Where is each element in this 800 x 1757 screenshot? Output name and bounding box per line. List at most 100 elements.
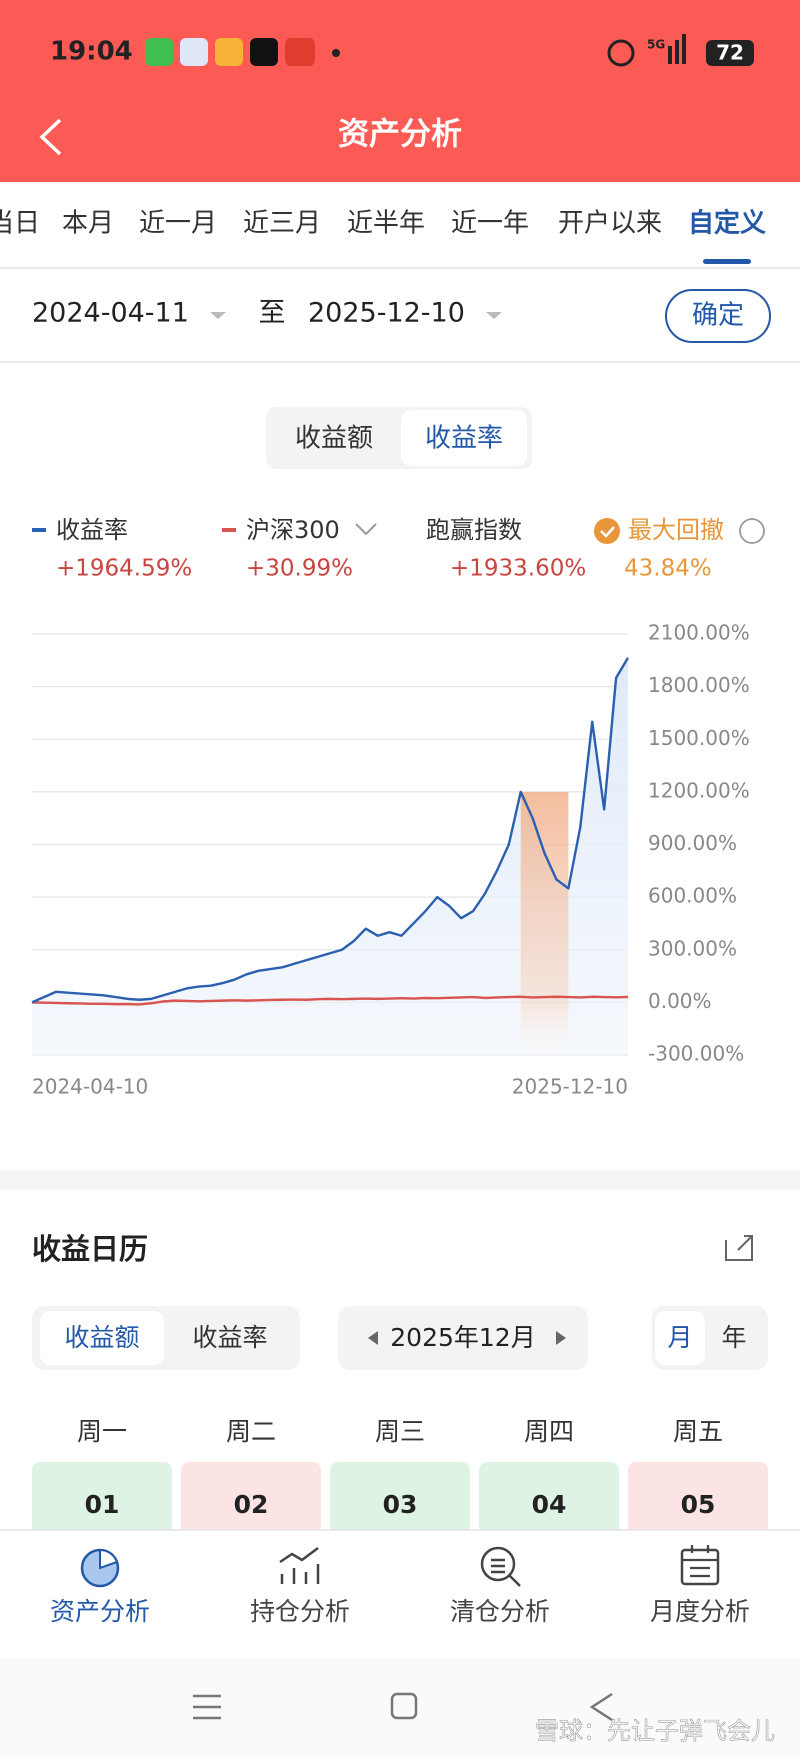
period-toggle: 月年 xyxy=(655,1311,747,1365)
day-label: 03 xyxy=(383,1490,418,1519)
legend-name: 最大回撤 xyxy=(628,516,724,544)
toggle-option[interactable]: 月 xyxy=(667,1323,692,1352)
nav-label[interactable]: 资产分析 xyxy=(50,1597,150,1626)
tab[interactable]: 近一年 xyxy=(451,209,529,239)
nav-icon[interactable] xyxy=(680,1545,720,1586)
y-tick-label: 1800.00% xyxy=(648,673,750,697)
watermark: 雪球：先让子弹飞会儿 xyxy=(535,1717,775,1745)
prev-month[interactable] xyxy=(368,1331,378,1345)
legend-value: +1964.59% xyxy=(56,556,192,582)
nav-label[interactable]: 持仓分析 xyxy=(250,1597,350,1626)
page-title: 资产分析 xyxy=(338,117,462,153)
nav-label[interactable]: 清仓分析 xyxy=(450,1597,550,1626)
month-label: 2025年12月 xyxy=(390,1323,535,1352)
next-month[interactable] xyxy=(556,1331,566,1345)
day-cell[interactable] xyxy=(330,1462,470,1542)
toggle-option[interactable]: 收益率 xyxy=(425,424,503,454)
day-cell[interactable] xyxy=(32,1462,172,1542)
day-label: 01 xyxy=(85,1490,120,1519)
line-series xyxy=(31,657,630,1004)
confirm-button[interactable] xyxy=(665,289,771,343)
icon-shape xyxy=(682,1545,718,1578)
share-icon[interactable] xyxy=(725,1235,753,1261)
day-cell[interactable] xyxy=(628,1462,768,1542)
toggle-option[interactable]: 收益额 xyxy=(295,424,373,454)
calendar-grid: 周一 周二 周三 周四 周五 01 02 03 04 05 xyxy=(32,1417,768,1542)
tab-indicator xyxy=(703,259,751,264)
end-date[interactable]: 2025-12-10 xyxy=(308,298,465,329)
icon-shape xyxy=(680,1548,720,1586)
legend-name: 收益率 xyxy=(56,516,128,544)
toggle-active xyxy=(401,410,527,466)
back-key[interactable] xyxy=(589,1692,613,1722)
icon-shape xyxy=(99,1548,119,1570)
tab[interactable]: 本月 xyxy=(62,209,114,239)
line-series xyxy=(31,995,629,1006)
confirm-label: 确定 xyxy=(692,301,744,331)
weekday: 周四 xyxy=(524,1417,574,1446)
toggle-active xyxy=(655,1311,705,1365)
calendar-title: 收益日历 xyxy=(32,1232,148,1266)
icon-shape xyxy=(279,1547,320,1584)
status-icons xyxy=(145,34,754,67)
day-label: 02 xyxy=(234,1490,269,1519)
toggle-option[interactable]: 收益额 xyxy=(64,1323,139,1352)
day-cell[interactable] xyxy=(181,1462,321,1542)
help-icon[interactable] xyxy=(739,518,765,544)
network: 5G xyxy=(647,38,665,52)
weekday: 周二 xyxy=(226,1417,276,1446)
y-tick-label: 600.00% xyxy=(648,884,737,908)
legend-chevron[interactable] xyxy=(355,523,377,536)
legend-check xyxy=(594,518,620,544)
chart-toggle: 收益额 收益率 xyxy=(295,410,527,466)
y-tick-label: 1200.00% xyxy=(648,778,750,802)
dropdown xyxy=(210,312,226,319)
system-nav xyxy=(0,1658,800,1757)
y-tick-label: 1500.00% xyxy=(648,726,750,750)
nav-icon[interactable] xyxy=(80,1548,120,1588)
section-gap xyxy=(0,1170,800,1190)
home-key[interactable] xyxy=(390,1692,418,1720)
y-tick-label: 0.00% xyxy=(648,989,712,1013)
status-time: 19:04 xyxy=(50,37,133,67)
weekday: 周五 xyxy=(673,1417,723,1446)
day-label: 05 xyxy=(681,1490,716,1519)
legend-swatch xyxy=(32,528,46,532)
tab[interactable]: 当日 xyxy=(0,209,40,239)
weekday: 周一 xyxy=(77,1417,127,1446)
start-date[interactable]: 2024-04-11 xyxy=(32,298,189,329)
tab[interactable]: 自定义 xyxy=(688,208,766,239)
y-tick-label: 900.00% xyxy=(648,831,737,855)
y-tick-label: 300.00% xyxy=(648,936,737,960)
calendar-mode-toggle: 收益额 收益率 xyxy=(40,1311,268,1365)
legend-value: 43.84% xyxy=(624,556,712,582)
tab[interactable]: 近三月 xyxy=(243,209,321,239)
day-label: 04 xyxy=(532,1490,567,1519)
bottom-nav: 资产分析 持仓分析 清仓分析 月度分析 xyxy=(50,1545,750,1626)
weekday: 周三 xyxy=(375,1417,425,1446)
legend-name: 跑赢指数 xyxy=(426,516,522,544)
separator: 至 xyxy=(259,298,286,329)
x-tick-label: 2025-12-10 xyxy=(512,1075,628,1099)
dropdown xyxy=(486,312,502,319)
tab[interactable]: 开户以来 xyxy=(558,209,662,239)
area xyxy=(32,657,628,1055)
bottom-nav-bg xyxy=(0,1530,800,1658)
toggle-option[interactable]: 年 xyxy=(721,1323,746,1352)
toggle-option[interactable]: 收益率 xyxy=(192,1323,267,1352)
menu-key[interactable] xyxy=(193,1694,221,1720)
y-tick-label: -300.00% xyxy=(648,1042,744,1066)
nav-icon[interactable] xyxy=(279,1547,320,1584)
tab[interactable]: 近一月 xyxy=(139,209,217,239)
header-bg xyxy=(0,0,800,182)
legend-value: +1933.60% xyxy=(450,556,586,582)
legend-name: 沪深300 xyxy=(246,516,340,544)
back-button[interactable] xyxy=(39,118,62,156)
day-cell[interactable] xyxy=(479,1462,619,1542)
legend-swatch xyxy=(222,528,236,532)
nav-label[interactable]: 月度分析 xyxy=(650,1597,750,1626)
nav-icon[interactable] xyxy=(480,1546,521,1587)
tab[interactable]: 近半年 xyxy=(347,209,425,239)
